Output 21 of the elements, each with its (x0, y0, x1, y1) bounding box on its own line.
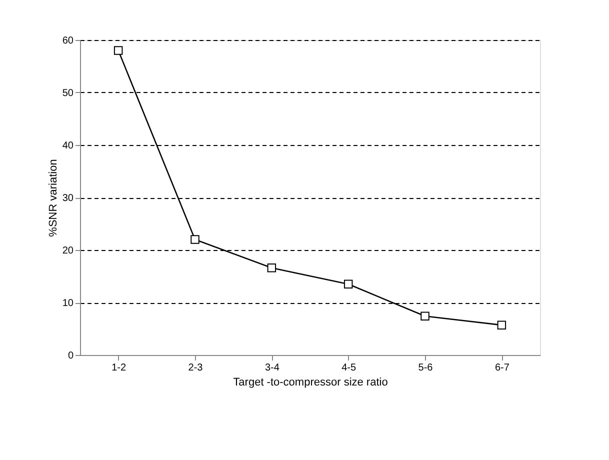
y-tick-label: 10 (62, 298, 74, 309)
point (114, 46, 123, 55)
x-axis-title: Target -to-compressor size ratio (233, 376, 388, 388)
x-tick-label: 2-3 (188, 362, 204, 374)
x-tick-label: 1-2 (112, 362, 126, 374)
y-tick-label: 20 (62, 246, 74, 256)
point (190, 235, 200, 244)
point (420, 312, 430, 321)
point (344, 280, 353, 288)
point (267, 263, 276, 272)
point (497, 320, 506, 330)
y-tick-label: 40 (62, 140, 74, 152)
y-tick-label: 50 (62, 88, 74, 99)
y-tick-label: 30 (62, 193, 74, 204)
x-tick-label: 5-6 (418, 362, 434, 374)
y-axis-title: %SNR variation (47, 159, 60, 237)
y-tick-label: 0 (68, 350, 74, 362)
x-tick-label: 4-5 (342, 362, 356, 374)
y-tick-label: 60 (62, 36, 74, 46)
x-tick-label: 3-4 (264, 362, 280, 374)
x-tick-label: 6-7 (494, 362, 510, 374)
